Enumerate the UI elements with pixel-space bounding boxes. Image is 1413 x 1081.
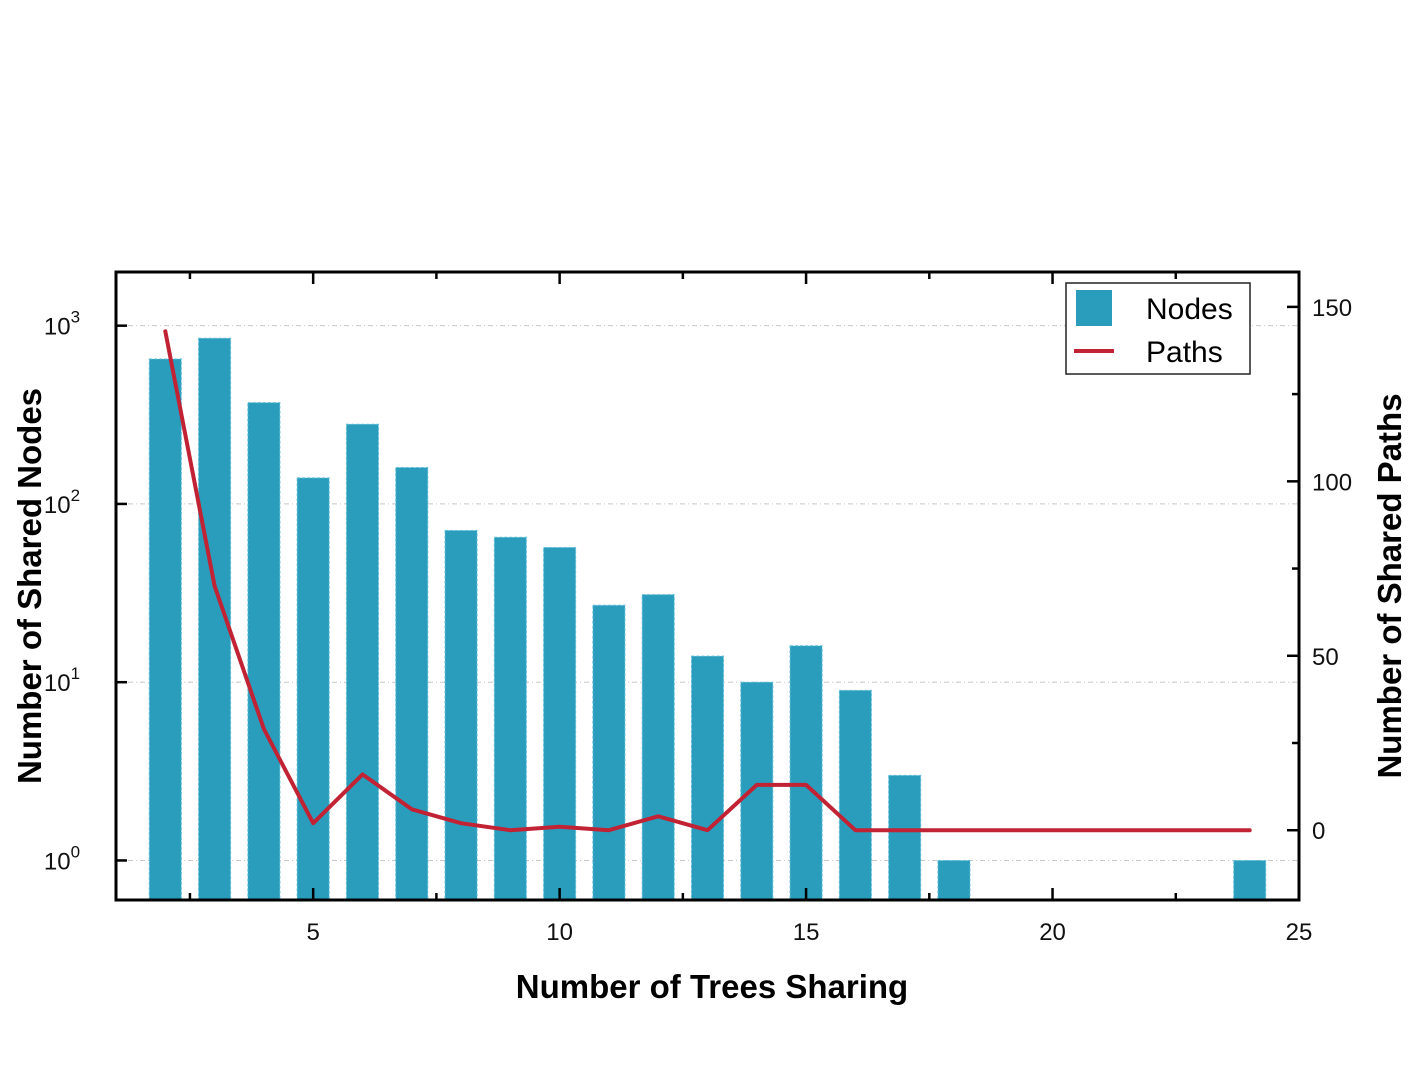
nodes-bar [444,529,478,901]
nodes-bar [838,689,872,901]
x-axis-title: Number of Trees Sharing [516,968,908,1005]
nodes-bar [937,859,971,901]
x-tick-label: 10 [546,919,573,946]
nodes-bar [543,546,577,901]
nodes-bar [1233,859,1267,901]
y2-tick-label: 100 [1312,469,1352,496]
nodes-bar [296,477,330,901]
y2-tick-label: 150 [1312,295,1352,322]
y2-axis-title: Number of Shared Paths [1371,393,1408,778]
x-tick-label: 5 [306,919,319,946]
legend-nodes-label: Nodes [1146,293,1233,326]
x-tick-label: 20 [1039,919,1066,946]
y-tick-label: 103 [44,308,80,341]
y2-tick-label: 0 [1312,818,1325,845]
nodes-bar [690,655,725,901]
legend-nodes-swatch [1076,290,1112,326]
y-tick-label: 101 [44,664,80,697]
nodes-bar [345,423,379,901]
nodes-bar [493,536,527,901]
x-tick-label: 25 [1286,919,1313,946]
legend-paths-label: Paths [1146,336,1223,369]
y-tick-label: 102 [44,486,80,519]
paths-line [163,329,1252,833]
y-tick-label: 100 [44,842,80,875]
y-tick-labels: 100 101 102 103 [44,308,80,876]
y2-tick-labels: 0 50 100 150 [1312,295,1352,845]
nodes-bar [395,467,429,901]
x-tick-label: 15 [793,919,820,946]
y-axis-title: Number of Shared Nodes [11,388,48,784]
nodes-bar [789,645,823,901]
nodes-bars [148,337,1267,901]
paths-line-group [163,329,1252,833]
nodes-bar [247,402,281,901]
plot-frame [114,270,1301,902]
nodes-bar [740,681,774,901]
y2-tick-label: 50 [1312,644,1339,671]
nodes-bar [888,774,922,901]
legend: Nodes Paths [1065,282,1251,375]
nodes-bar [592,604,626,901]
axis-ticks [116,272,1301,900]
x-tick-labels: 5 10 15 20 25 [306,919,1312,946]
nodes-bar [148,358,182,901]
nodes-bar [641,594,675,901]
